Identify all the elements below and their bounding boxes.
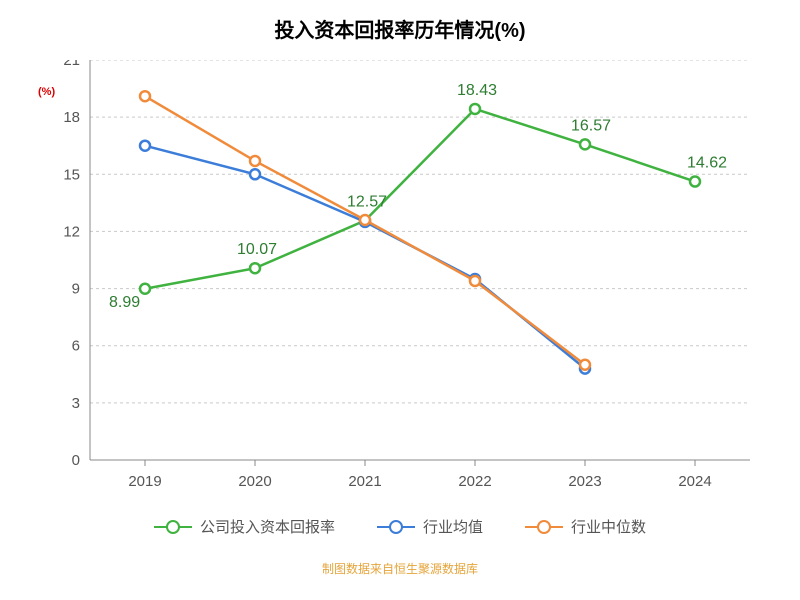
legend-label: 行业均值 bbox=[423, 516, 483, 537]
data-label: 16.57 bbox=[571, 117, 611, 134]
svg-text:12: 12 bbox=[63, 223, 80, 240]
series-marker-company bbox=[690, 177, 700, 187]
svg-text:6: 6 bbox=[72, 338, 80, 355]
svg-text:2021: 2021 bbox=[348, 473, 381, 490]
legend-item-industry_avg: 行业均值 bbox=[377, 516, 483, 537]
series-marker-industry_median bbox=[250, 156, 260, 166]
legend-label: 公司投入资本回报率 bbox=[200, 516, 335, 537]
series-marker-industry_median bbox=[140, 91, 150, 101]
series-marker-company bbox=[580, 139, 590, 149]
series-line-industry_median bbox=[145, 96, 585, 365]
legend-swatch bbox=[154, 526, 192, 528]
svg-text:2020: 2020 bbox=[238, 473, 271, 490]
legend-item-industry_median: 行业中位数 bbox=[525, 516, 646, 537]
series-marker-industry_avg bbox=[250, 169, 260, 179]
data-label: 14.62 bbox=[687, 155, 727, 172]
roic-chart: 投入资本回报率历年情况(%) (%) 036912151821201920202… bbox=[0, 0, 800, 600]
chart-footer: 制图数据来自恒生聚源数据库 bbox=[0, 560, 800, 577]
series-line-company bbox=[145, 109, 695, 289]
svg-text:2023: 2023 bbox=[568, 473, 601, 490]
svg-text:15: 15 bbox=[63, 166, 80, 183]
legend: 公司投入资本回报率 行业均值 行业中位数 bbox=[0, 516, 800, 537]
data-label: 8.99 bbox=[109, 294, 140, 311]
legend-item-company: 公司投入资本回报率 bbox=[154, 516, 335, 537]
svg-text:0: 0 bbox=[72, 452, 80, 469]
series-marker-industry_median bbox=[580, 360, 590, 370]
legend-swatch bbox=[377, 526, 415, 528]
series-line-industry_avg bbox=[145, 146, 585, 369]
series-marker-company bbox=[140, 284, 150, 294]
svg-text:21: 21 bbox=[63, 60, 80, 69]
plot-area: 0 3 6 9 12 15 18 21 2019 2020 2021 2022 2023 2024 8.99… bbox=[40, 60, 760, 510]
svg-text:2022: 2022 bbox=[458, 473, 491, 490]
data-label: 18.43 bbox=[457, 82, 497, 99]
data-label: 12.57 bbox=[347, 194, 387, 211]
series-marker-company bbox=[470, 104, 480, 114]
chart-title: 投入资本回报率历年情况(%) bbox=[0, 0, 800, 43]
svg-text:18: 18 bbox=[63, 109, 80, 126]
series-marker-company bbox=[250, 263, 260, 273]
svg-text:9: 9 bbox=[72, 281, 80, 298]
legend-label: 行业中位数 bbox=[571, 516, 646, 537]
data-label: 10.07 bbox=[237, 241, 277, 258]
series-marker-industry_avg bbox=[140, 141, 150, 151]
svg-text:2024: 2024 bbox=[678, 473, 711, 490]
series-marker-industry_median bbox=[470, 276, 480, 286]
svg-text:3: 3 bbox=[72, 395, 80, 412]
series-marker-industry_median bbox=[360, 215, 370, 225]
svg-text:2019: 2019 bbox=[128, 473, 161, 490]
legend-swatch bbox=[525, 526, 563, 528]
